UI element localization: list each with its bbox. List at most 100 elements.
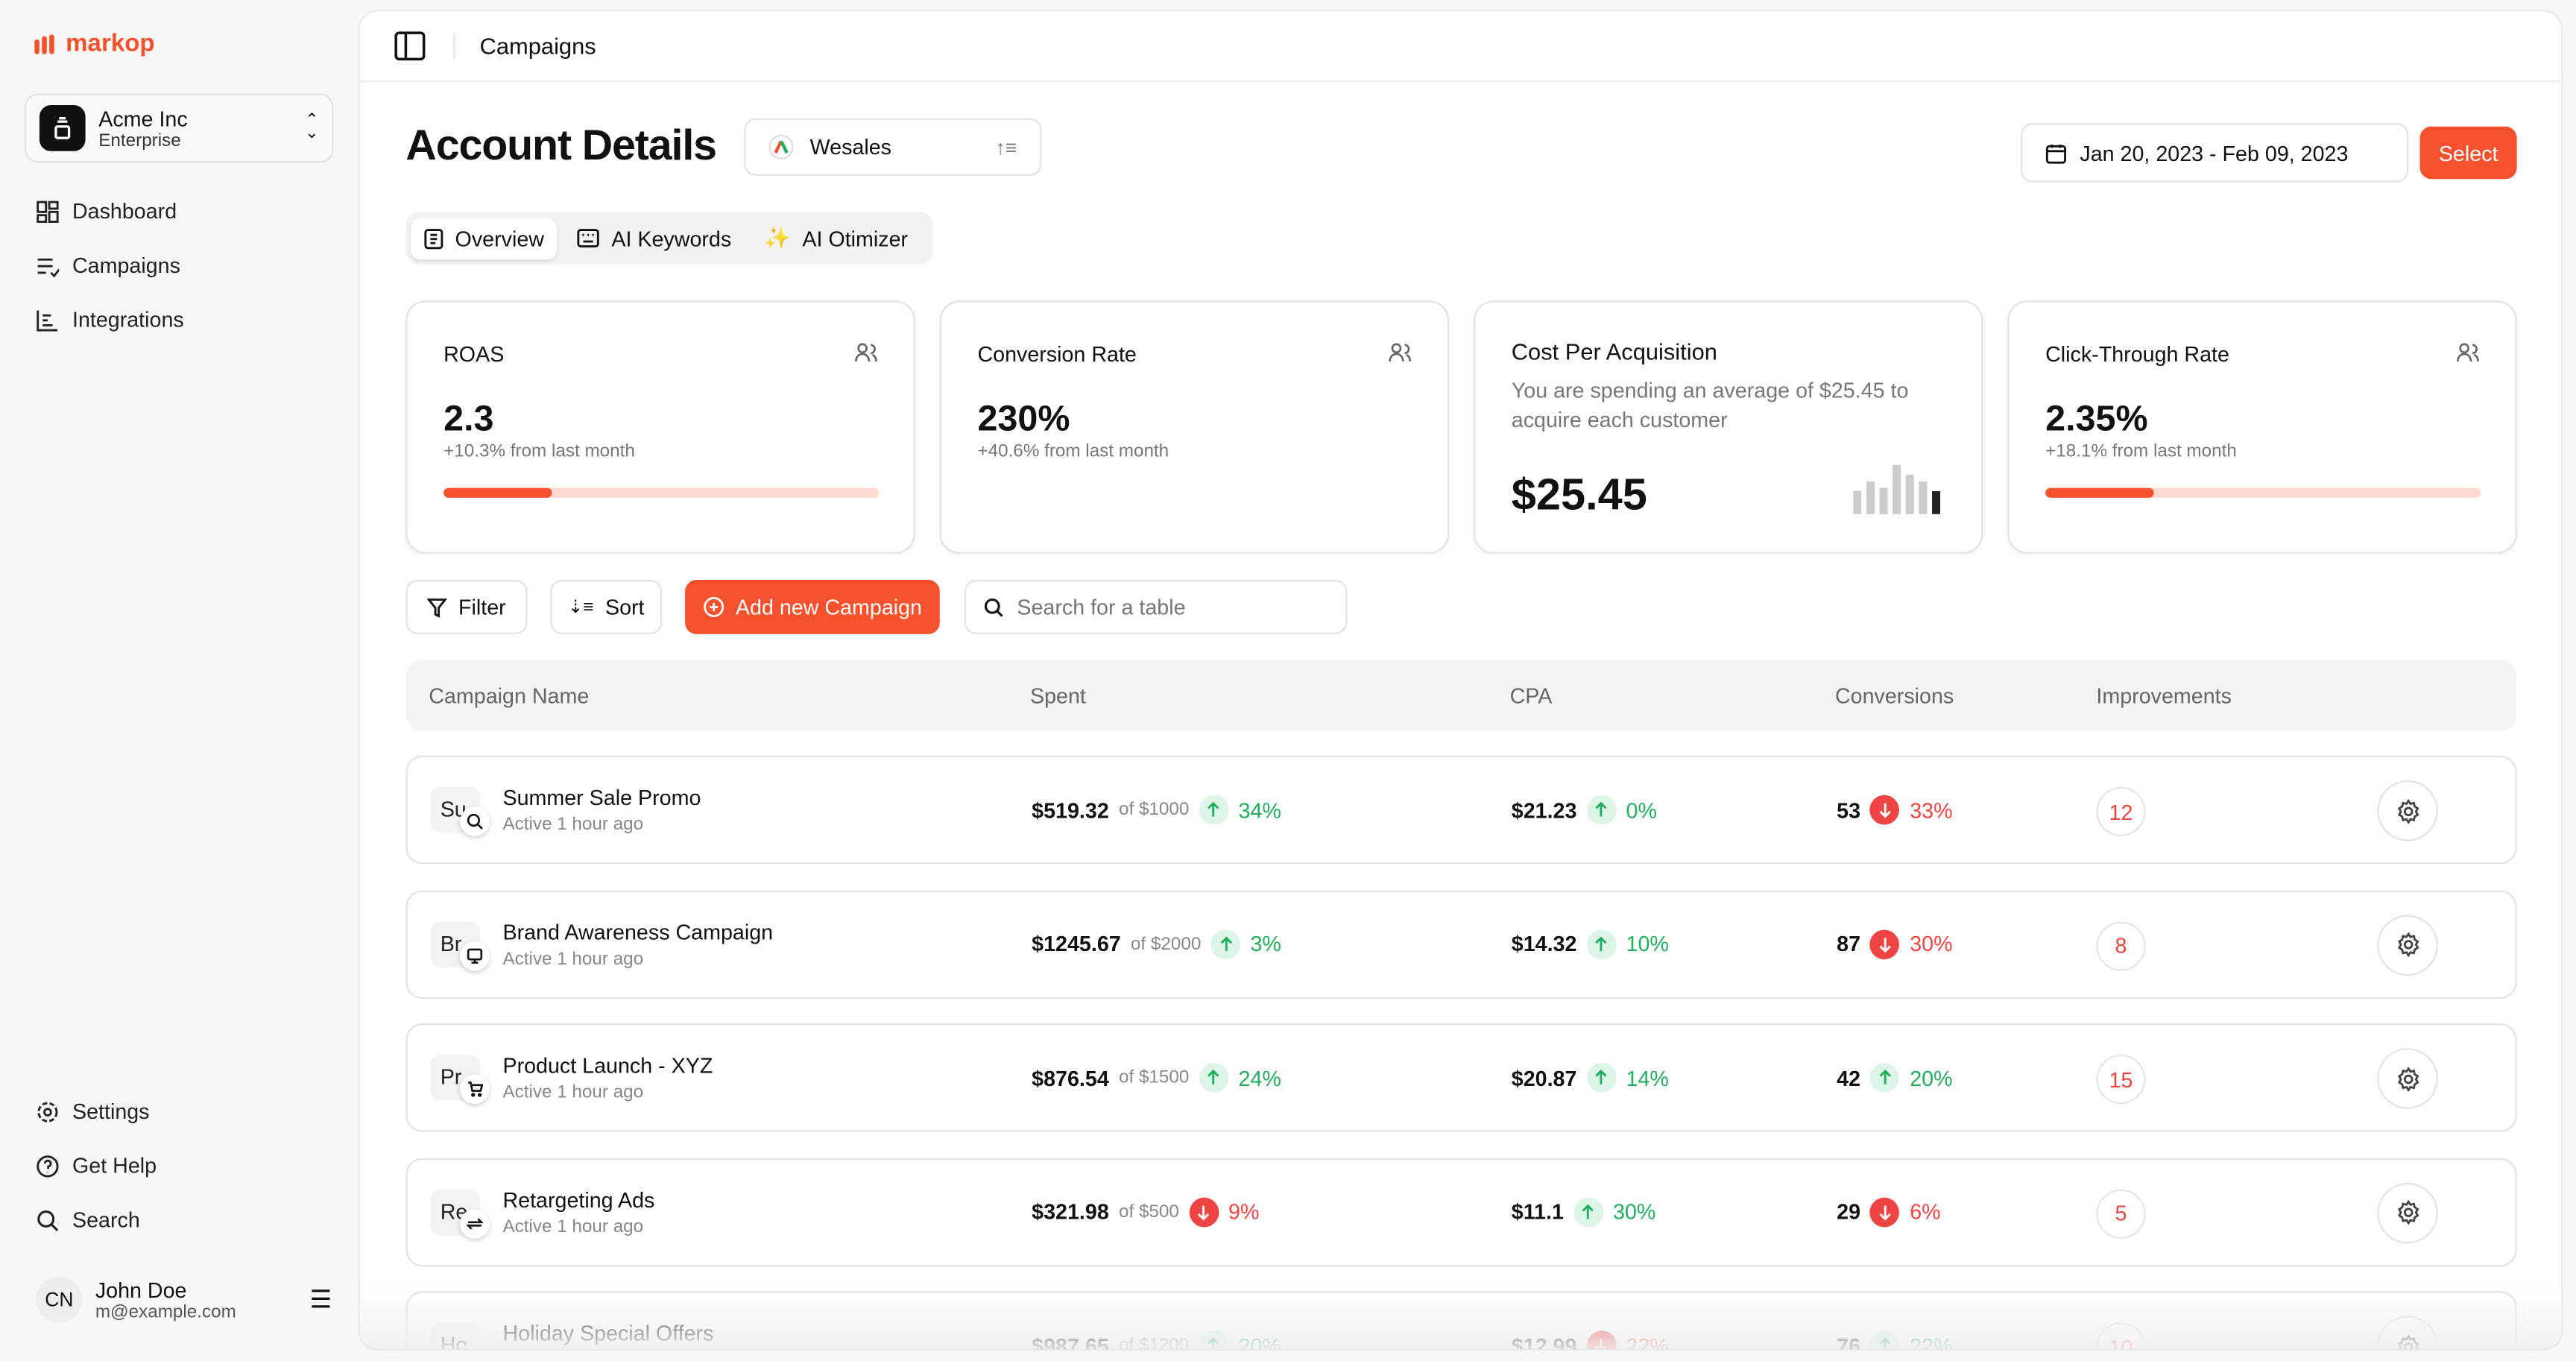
tab-overview[interactable]: Overview xyxy=(411,218,558,259)
column-header[interactable]: Spent xyxy=(1029,683,1086,708)
conversions-change: 6% xyxy=(1910,1199,1941,1225)
date-range-picker[interactable]: Jan 20, 2023 - Feb 09, 2023 xyxy=(2021,123,2409,183)
cpa-value: $14.32 xyxy=(1511,931,1577,956)
divider xyxy=(453,33,455,60)
monitor-icon xyxy=(460,940,490,970)
document-icon xyxy=(424,228,443,249)
user-menu[interactable]: CN John Doe m@example.com ☰ xyxy=(36,1276,332,1323)
budget: of $500 xyxy=(1118,1201,1179,1222)
cpa-cell: $14.32 10% xyxy=(1512,929,1669,959)
campaign-name[interactable]: Summer Sale Promo xyxy=(502,785,701,810)
users-icon xyxy=(2456,341,2479,371)
table-row[interactable]: Su Summer Sale Promo Active 1 hour ago $… xyxy=(405,755,2517,865)
card-title: Conversion Rate xyxy=(977,341,1137,367)
improvements-badge[interactable]: 12 xyxy=(2096,786,2146,836)
conversions-change: 33% xyxy=(1910,798,1953,823)
gear-icon xyxy=(2396,1066,2419,1091)
sparkles-icon: ✨ xyxy=(764,224,791,250)
search-input[interactable] xyxy=(1017,594,1313,619)
conversions-value: 42 xyxy=(1837,1065,1861,1090)
search-icon xyxy=(460,806,490,836)
cpa-cell: $20.87 14% xyxy=(1512,1063,1669,1093)
table-header: Campaign Name Spent CPA Conversions Impr… xyxy=(405,660,2517,731)
conversions-value: 53 xyxy=(1837,798,1861,823)
org-switcher[interactable]: Acme Inc Enterprise ⌃ ⌄ xyxy=(25,93,334,163)
card-roas: ROAS 2.3 +10.3% from last month xyxy=(405,300,915,554)
conversions-cell: 87 30% xyxy=(1837,929,1953,959)
sidebar-item-settings[interactable]: Settings xyxy=(36,1099,150,1124)
spent-value: $321.98 xyxy=(1032,1199,1109,1225)
nav-label: Search xyxy=(72,1207,140,1233)
conversions-cell: 29 6% xyxy=(1837,1196,1941,1227)
keyboard-icon xyxy=(577,229,600,248)
account-selector[interactable]: Wesales ↑≡ xyxy=(744,118,1042,176)
campaign-status: Active 1 hour ago xyxy=(502,1082,644,1102)
campaign-status: Active 1 hour ago xyxy=(502,1216,644,1237)
menu-icon[interactable]: ☰ xyxy=(309,1286,332,1315)
gear-icon xyxy=(2396,1199,2419,1225)
improvements-badge[interactable]: 5 xyxy=(2096,1188,2146,1238)
org-plan: Enterprise xyxy=(98,130,181,151)
conversions-change: 20% xyxy=(1910,1065,1953,1090)
mini-bar-chart xyxy=(1853,464,1941,514)
tab-ai-optimizer[interactable]: ✨ AI Otimizer xyxy=(751,218,921,259)
sort-button[interactable]: ⇣≡ Sort xyxy=(550,580,663,634)
select-button[interactable]: Select xyxy=(2419,126,2517,180)
sidebar: markop Acme Inc Enterprise ⌃ ⌄ Dashboard C… xyxy=(0,0,358,1360)
sidebar-item-help[interactable]: Get Help xyxy=(36,1153,157,1178)
improvements-badge[interactable]: 15 xyxy=(2096,1055,2146,1105)
campaign-name[interactable]: Brand Awareness Campaign xyxy=(502,919,774,944)
improvements-badge[interactable]: 8 xyxy=(2096,921,2146,970)
card-title: ROAS xyxy=(443,341,505,367)
filter-icon xyxy=(427,597,447,617)
sidebar-item-search[interactable]: Search xyxy=(36,1207,140,1233)
tab-label: Overview xyxy=(455,226,544,251)
table-row[interactable]: Re Retargeting Ads Active 1 hour ago $32… xyxy=(405,1157,2517,1266)
table-row[interactable]: Br Brand Awareness Campaign Active 1 hou… xyxy=(405,889,2517,998)
repeat-icon xyxy=(460,1208,490,1238)
plus-circle-icon xyxy=(703,596,724,617)
column-header[interactable]: CPA xyxy=(1509,683,1553,708)
conversions-change: 30% xyxy=(1910,931,1953,956)
campaign-name[interactable]: Retargeting Ads xyxy=(502,1187,655,1212)
user-name: John Doe xyxy=(95,1277,187,1302)
settings-button[interactable] xyxy=(2377,1048,2438,1109)
settings-button[interactable] xyxy=(2377,780,2438,841)
add-campaign-label: Add new Campaign xyxy=(735,594,923,619)
date-range-text: Jan 20, 2023 - Feb 09, 2023 xyxy=(2080,140,2349,165)
column-header[interactable]: Conversions xyxy=(1834,683,1954,708)
cpa-change: 10% xyxy=(1626,931,1669,956)
settings-button[interactable] xyxy=(2377,1181,2438,1243)
cpa-change: 0% xyxy=(1626,798,1657,823)
conversions-value: 87 xyxy=(1837,931,1861,956)
card-description: You are spending an average of $25.45 to… xyxy=(1511,377,1909,432)
sidebar-toggle-icon[interactable] xyxy=(394,31,426,61)
brand-logo[interactable]: markop xyxy=(33,30,155,57)
table-row[interactable]: Pr Product Launch - XYZ Active 1 hour ag… xyxy=(405,1023,2517,1132)
account-name: Wesales xyxy=(809,134,891,160)
cpa-value: $20.87 xyxy=(1511,1065,1577,1090)
user-email: m@example.com xyxy=(95,1301,236,1322)
add-campaign-button[interactable]: Add new Campaign xyxy=(685,580,940,634)
brand-name: markop xyxy=(66,29,155,58)
table-search[interactable] xyxy=(964,580,1348,634)
budget: of $1000 xyxy=(1118,800,1190,820)
card-conversion-rate: Conversion Rate 230% +40.6% from last mo… xyxy=(939,300,1450,554)
settings-button[interactable] xyxy=(2377,914,2438,976)
spent-change: 3% xyxy=(1250,931,1281,956)
sidebar-item-integrations[interactable]: Integrations xyxy=(36,307,184,332)
filter-button[interactable]: Filter xyxy=(405,580,528,634)
sidebar-item-dashboard[interactable]: Dashboard xyxy=(36,199,177,224)
list-check-icon xyxy=(37,257,60,277)
card-cpa: Cost Per Acquisition You are spending an… xyxy=(1474,300,1983,554)
column-header[interactable]: Improvements xyxy=(2096,683,2232,708)
org-avatar-icon xyxy=(39,105,86,151)
help-circle-icon xyxy=(37,1155,59,1177)
users-icon xyxy=(854,341,877,371)
tab-ai-keywords[interactable]: AI Keywords xyxy=(564,218,744,259)
sidebar-item-campaigns[interactable]: Campaigns xyxy=(36,253,180,277)
card-title: Click-Through Rate xyxy=(2045,341,2229,367)
column-header[interactable]: Campaign Name xyxy=(429,683,590,708)
nav-label: Get Help xyxy=(72,1153,157,1178)
campaign-name[interactable]: Product Launch - XYZ xyxy=(502,1052,713,1078)
